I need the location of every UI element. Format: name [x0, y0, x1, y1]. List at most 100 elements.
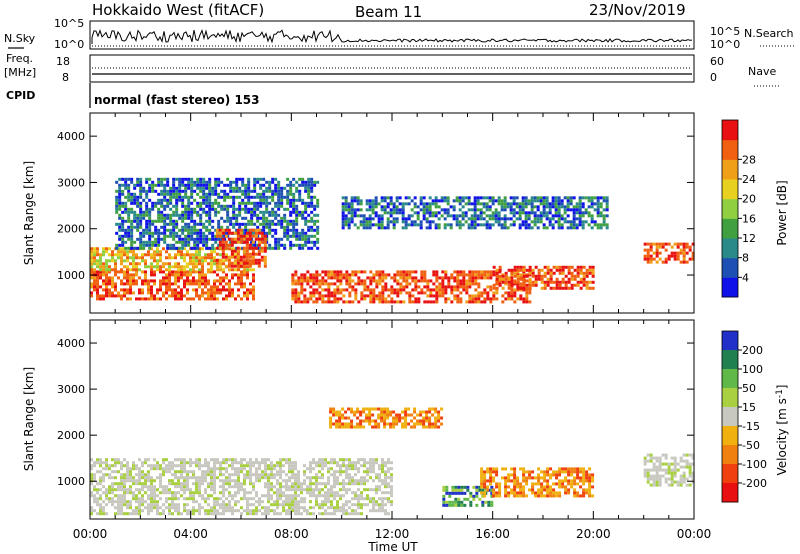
heatmap-cell — [210, 270, 213, 274]
heatmap-cell — [303, 479, 306, 483]
heatmap-cell — [516, 476, 520, 480]
heatmap-cell — [225, 506, 228, 510]
heatmap-cell — [190, 180, 194, 184]
heatmap-cell — [138, 488, 141, 492]
heatmap-cell — [177, 485, 180, 489]
heatmap-cell — [324, 288, 328, 292]
heatmap-cell — [132, 512, 135, 516]
heatmap-cell — [419, 199, 423, 203]
heatmap-cell — [165, 491, 168, 495]
heatmap-cell — [676, 257, 680, 261]
heatmap-cell — [240, 273, 243, 277]
heatmap-cell — [213, 485, 216, 489]
heatmap-cell — [210, 476, 213, 480]
heatmap-cell — [237, 479, 240, 483]
heatmap-cell — [554, 220, 558, 224]
heatmap-cell — [228, 506, 231, 510]
heatmap-cell — [359, 419, 363, 423]
heatmap-cell — [354, 464, 357, 468]
heatmap-cell — [473, 214, 477, 218]
heatmap-cell — [247, 195, 251, 199]
heatmap-cell — [353, 196, 357, 200]
heatmap-cell — [510, 467, 514, 471]
heatmap-cell — [163, 183, 167, 187]
heatmap-cell — [169, 189, 173, 193]
heatmap-cell — [316, 237, 320, 241]
heatmap-cell — [187, 198, 191, 202]
heatmap-cell — [492, 283, 496, 287]
heatmap-cell — [257, 237, 261, 241]
heatmap-cell — [198, 253, 201, 257]
heatmap-cell — [150, 279, 153, 283]
heatmap-cell — [135, 273, 138, 277]
heatmap-cell — [360, 491, 363, 495]
heatmap-cell — [522, 470, 526, 474]
heatmap-cell — [254, 252, 258, 256]
heatmap-cell — [383, 419, 387, 423]
heatmap-cell — [483, 485, 487, 489]
heatmap-cell — [498, 265, 502, 269]
heatmap-cell — [369, 288, 373, 292]
heatmap-cell — [254, 228, 258, 232]
heatmap-cell — [304, 243, 308, 247]
heatmap-cell — [563, 211, 567, 215]
heatmap-cell — [187, 216, 191, 220]
heatmap-cell — [126, 506, 129, 510]
heatmap-cell — [147, 473, 150, 477]
heatmap-cell — [310, 225, 314, 229]
heatmap-cell — [378, 294, 382, 298]
heatmap-cell — [465, 288, 469, 292]
heatmap-cell — [471, 300, 475, 304]
heatmap-cell — [246, 470, 249, 474]
heatmap-cell — [599, 205, 603, 209]
heatmap-cell — [163, 231, 167, 235]
heatmap-cell — [151, 180, 155, 184]
heatmap-cell — [208, 186, 212, 190]
heatmap-cell — [174, 464, 177, 468]
heatmap-cell — [437, 223, 441, 227]
heatmap-cell — [249, 512, 252, 516]
heatmap-cell — [285, 509, 288, 513]
heatmap-cell — [105, 270, 108, 274]
heatmap-cell — [341, 214, 345, 218]
heatmap-cell — [247, 183, 251, 187]
heatmap-cell — [390, 503, 393, 507]
heatmap-cell — [551, 202, 555, 206]
heatmap-cell — [90, 253, 93, 257]
heatmap-cell — [126, 291, 129, 295]
heatmap-cell — [147, 464, 150, 468]
heatmap-cell — [569, 202, 573, 206]
heatmap-cell — [304, 204, 308, 208]
heatmap-cell — [371, 425, 375, 429]
heatmap-cell — [297, 479, 300, 483]
heatmap-cell — [378, 297, 382, 301]
heatmap-cell — [156, 500, 159, 504]
heatmap-cell — [130, 219, 134, 223]
heatmap-cell — [229, 186, 233, 190]
heatmap-cell — [649, 248, 653, 252]
heatmap-cell — [383, 199, 387, 203]
heatmap-cell — [513, 265, 517, 269]
heatmap-cell — [513, 268, 517, 272]
heatmap-cell — [192, 288, 195, 292]
heatmap-cell — [309, 488, 312, 492]
heatmap-cell — [213, 247, 216, 251]
heatmap-cell — [360, 494, 363, 498]
heatmap-cell — [264, 476, 267, 480]
heatmap-cell — [153, 253, 156, 257]
heatmap-cell — [524, 223, 528, 227]
heatmap-cell — [357, 506, 360, 510]
heatmap-cell — [286, 237, 290, 241]
heatmap-cell — [387, 294, 391, 298]
heatmap-cell — [482, 211, 486, 215]
heatmap-cell — [449, 214, 453, 218]
heatmap-cell — [453, 297, 457, 301]
heatmap-cell — [126, 464, 129, 468]
heatmap-cell — [268, 219, 272, 223]
heatmap-cell — [169, 234, 173, 238]
heatmap-cell — [195, 259, 198, 263]
heatmap-cell — [234, 268, 237, 272]
heatmap-cell — [270, 509, 273, 513]
heatmap-cell — [154, 240, 158, 244]
